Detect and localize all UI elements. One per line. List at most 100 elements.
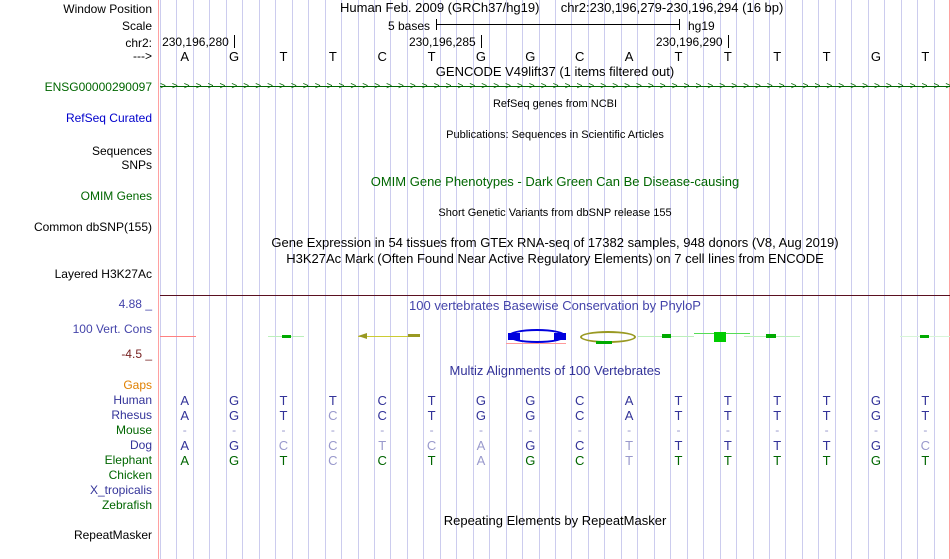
strand-arrow-icon: > xyxy=(326,81,333,92)
strand-arrow-icon: > xyxy=(290,81,297,92)
conservation-bar-feature[interactable] xyxy=(766,334,776,338)
alignment-base: A xyxy=(624,393,634,408)
track-title-phylop[interactable]: 100 vertebrates Basewise Conservation by… xyxy=(409,298,701,313)
label-snps[interactable]: SNPs xyxy=(121,158,152,172)
label-100-vert-cons[interactable]: 100 Vert. Cons xyxy=(72,322,152,336)
strand-arrow-icon: > xyxy=(362,81,369,92)
strand-arrow-icon: > xyxy=(374,81,381,92)
alignment-base: G xyxy=(870,438,881,453)
species-label-human[interactable]: Human xyxy=(113,393,152,407)
alignment-row-mouse[interactable]: ---------------- xyxy=(160,423,950,438)
species-label-mouse[interactable]: Mouse xyxy=(115,423,152,437)
label-common-dbsnp[interactable]: Common dbSNP(155) xyxy=(33,220,152,234)
strand-arrow-icon: > xyxy=(826,81,833,92)
alignment-base: C xyxy=(426,438,437,453)
alignment-row-chicken[interactable] xyxy=(160,468,950,483)
track-title-omim[interactable]: OMIM Gene Phenotypes - Dark Green Can Be… xyxy=(370,174,740,189)
alignment-base: C xyxy=(574,393,585,408)
strand-arrow-icon: > xyxy=(850,81,857,92)
track-title-h3k27ac[interactable]: H3K27Ac Mark (Often Found Near Active Re… xyxy=(286,251,824,266)
label-sequences[interactable]: Sequences xyxy=(91,144,152,158)
conservation-line-feature[interactable] xyxy=(160,336,196,337)
strand-arrow-icon: > xyxy=(528,81,535,92)
label-layered-h3k27ac[interactable]: Layered H3K27Ac xyxy=(54,267,152,281)
alignment-base: G xyxy=(870,393,881,408)
assembly-db-label: hg19 xyxy=(688,19,715,33)
track-title-multiz[interactable]: Multiz Alignments of 100 Vertebrates xyxy=(449,363,661,378)
strand-arrow-icon: > xyxy=(624,81,630,92)
track-title-gtex[interactable]: Gene Expression in 54 tissues from GTEx … xyxy=(271,235,839,250)
alignment-row-x_tropicalis[interactable] xyxy=(160,483,950,498)
alignment-base: G xyxy=(870,453,881,468)
track-title-gencode[interactable]: GENCODE V49lift37 (1 items filtered out) xyxy=(435,64,675,79)
conservation-bar-feature[interactable] xyxy=(282,335,291,338)
label-refseq-curated[interactable]: RefSeq Curated xyxy=(65,111,152,125)
conservation-bar-feature[interactable] xyxy=(714,332,726,342)
alignment-base: G xyxy=(525,393,536,408)
alignment-base: T xyxy=(427,453,436,468)
track-title-publications[interactable]: Publications: Sequences in Scientific Ar… xyxy=(446,129,664,141)
strand-arrow-icon: > xyxy=(493,81,500,92)
conservation-feature-area[interactable] xyxy=(160,320,950,354)
conservation-line-feature[interactable] xyxy=(506,343,566,344)
alignment-base: G xyxy=(870,408,881,423)
label-window-position[interactable]: Window Position xyxy=(63,2,152,16)
alignment-base: G xyxy=(525,438,536,453)
reference-base: A xyxy=(624,49,634,64)
reference-base: T xyxy=(921,49,930,64)
label-gaps[interactable]: Gaps xyxy=(123,378,152,392)
conservation-arrow-feature[interactable] xyxy=(358,333,367,339)
alignment-base: C xyxy=(574,453,585,468)
label-gencode-gene[interactable]: ENSG00000290097 xyxy=(44,80,152,94)
alignment-gap: - xyxy=(577,423,582,437)
conservation-line-feature[interactable] xyxy=(358,336,418,337)
track-title-dbsnp[interactable]: Short Genetic Variants from dbSNP releas… xyxy=(438,207,672,219)
alignment-base: T xyxy=(427,393,436,408)
label-repeatmasker[interactable]: RepeatMasker xyxy=(73,528,152,542)
strand-arrow-icon: > xyxy=(171,81,178,92)
label-conservation-min: -4.5 _ xyxy=(121,347,152,361)
gencode-gene-arrow-track[interactable]: > > > > > > > > > > > > > > > > > > > > > > > > > > > > > > > > > > > > > > > >… xyxy=(160,81,950,92)
reference-base: C xyxy=(574,49,585,64)
alignment-row-zebrafish[interactable] xyxy=(160,498,950,513)
conservation-top-rule xyxy=(160,295,950,296)
strand-arrow-icon: > xyxy=(659,81,666,92)
species-label-elephant[interactable]: Elephant xyxy=(104,453,152,467)
alignment-gap: - xyxy=(232,423,237,437)
strand-arrow-icon: > xyxy=(766,81,773,92)
conservation-bar-feature[interactable] xyxy=(596,341,612,344)
label-strand-arrow[interactable]: ---> xyxy=(133,49,152,63)
label-chrom[interactable]: chr2: xyxy=(125,36,152,50)
species-label-x_tropicalis[interactable]: X_tropicalis xyxy=(89,483,152,497)
alignment-gap: - xyxy=(330,423,335,437)
conservation-bar-feature[interactable] xyxy=(662,334,671,338)
conservation-bar-feature[interactable] xyxy=(920,335,929,338)
species-label-rhesus[interactable]: Rhesus xyxy=(111,408,152,422)
strand-arrow-icon: > xyxy=(838,81,845,92)
track-title-repeatmasker[interactable]: Repeating Elements by RepeatMasker xyxy=(443,513,667,528)
track-title-refseq[interactable]: RefSeq genes from NCBI xyxy=(492,98,618,110)
alignment-base: G xyxy=(525,408,536,423)
conservation-bar-feature[interactable] xyxy=(408,334,420,337)
alignment-base: T xyxy=(773,453,782,468)
alignment-base: T xyxy=(773,393,782,408)
label-scale[interactable]: Scale xyxy=(121,19,152,33)
conservation-bar-feature[interactable] xyxy=(554,333,566,340)
strand-arrow-icon: > xyxy=(183,81,190,92)
strand-arrow-icon: > xyxy=(600,81,607,92)
alignment-base: T xyxy=(921,393,930,408)
alignment-gap: - xyxy=(478,423,483,437)
species-label-chicken[interactable]: Chicken xyxy=(108,468,152,482)
strand-arrow-icon: > xyxy=(576,81,583,92)
species-label-dog[interactable]: Dog xyxy=(129,438,152,452)
label-omim-genes[interactable]: OMIM Genes xyxy=(80,189,152,203)
conservation-bar-feature[interactable] xyxy=(508,333,520,340)
strand-arrow-icon: > xyxy=(398,81,404,92)
species-label-zebrafish[interactable]: Zebrafish xyxy=(101,498,152,512)
